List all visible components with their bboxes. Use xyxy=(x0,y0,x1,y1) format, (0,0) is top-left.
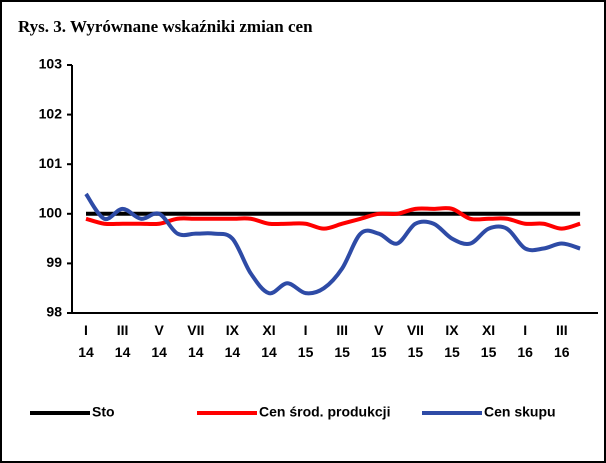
y-tick-label: 99 xyxy=(46,254,62,270)
y-tick-label: 100 xyxy=(39,205,63,221)
legend-label: Cen środ. produkcji xyxy=(259,404,390,420)
x-tick-label: VII 14 xyxy=(187,322,205,360)
x-tick-label: XI 15 xyxy=(480,322,497,360)
legend-label: Sto xyxy=(92,404,115,420)
x-tick-label: III 15 xyxy=(334,322,350,360)
x-tick-label: V 15 xyxy=(371,322,387,360)
x-tick-label: XI 14 xyxy=(261,322,277,360)
y-tick-label: 102 xyxy=(39,105,63,121)
series-line xyxy=(84,192,581,296)
y-tick-label: 98 xyxy=(46,304,62,320)
x-tick-label: IX 15 xyxy=(444,322,460,360)
x-tick-label: I 15 xyxy=(297,322,314,360)
x-tick-label: IX 14 xyxy=(224,322,241,360)
y-tick-label: 103 xyxy=(39,56,63,72)
x-tick-label: I 14 xyxy=(78,322,94,360)
x-tick-label: V 14 xyxy=(151,322,167,360)
y-tick-label: 101 xyxy=(39,155,63,171)
x-tick-label: III 14 xyxy=(114,322,131,360)
chart-title: Rys. 3. Wyrównane wskaźniki zmian cen xyxy=(18,17,313,36)
x-tick-label: I 16 xyxy=(517,322,533,360)
legend-label: Cen skupu xyxy=(484,404,556,420)
x-tick-label: III 16 xyxy=(554,322,570,360)
series-line xyxy=(85,206,581,231)
x-tick-label: VII 15 xyxy=(406,322,424,360)
